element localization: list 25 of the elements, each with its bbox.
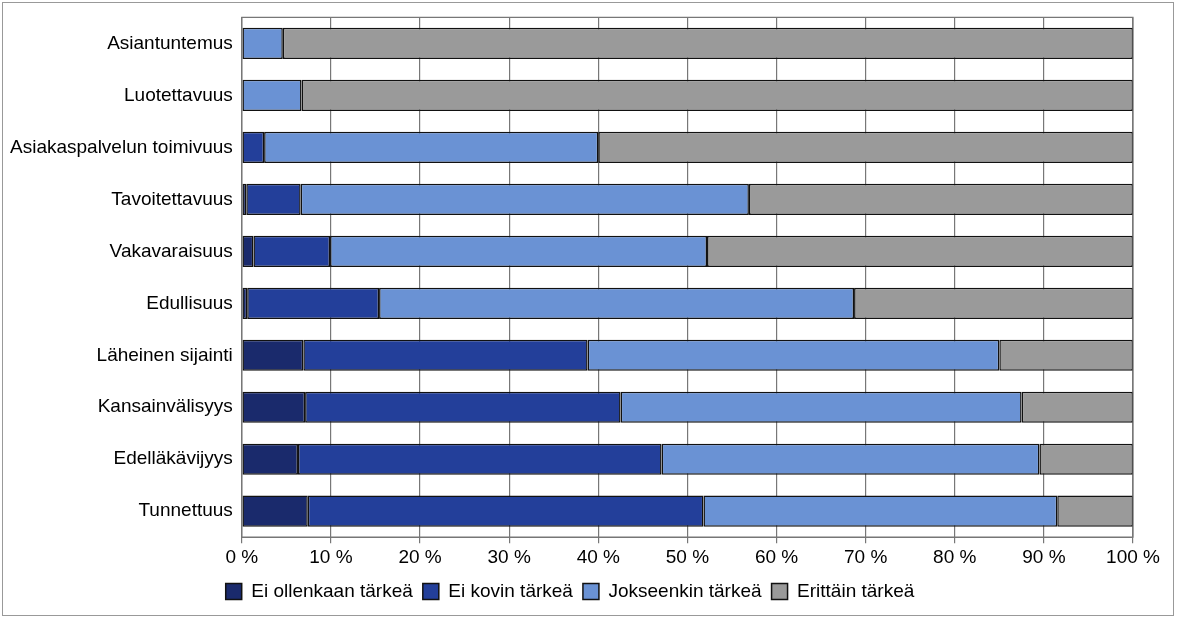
- x-tick-label: 10 %: [309, 545, 353, 567]
- y-tick-label: Asiantuntemus: [107, 31, 233, 53]
- y-tick-label: Läheinen sijainti: [96, 343, 233, 365]
- legend-label: Ei kovin tärkeä: [448, 579, 574, 601]
- x-tick-label: 30 %: [487, 545, 531, 567]
- x-tick-label: 60 %: [754, 545, 799, 567]
- y-tick-label: Edelläkävijyys: [113, 447, 233, 469]
- legend-label: Ei ollenkaan tärkeä: [251, 579, 414, 601]
- legend-label: Jokseenkin tärkeä: [608, 579, 762, 601]
- y-tick-label: Tavoitettavuus: [111, 187, 233, 209]
- y-tick-label: Asiakaspalvelun toimivuus: [9, 135, 233, 157]
- x-tick-label: 80 %: [933, 545, 977, 567]
- x-tick-label: 40 %: [576, 545, 621, 567]
- legend-label: Erittäin tärkeä: [797, 579, 915, 601]
- y-tick-label: Kansainvälisyys: [97, 395, 233, 417]
- x-tick-label: 90 %: [1022, 545, 1066, 567]
- x-tick-label: 70 %: [843, 545, 888, 567]
- x-tick-label: 100 %: [1106, 545, 1161, 567]
- x-tick-label: 20 %: [398, 545, 442, 567]
- y-tick-label: Edullisuus: [146, 291, 233, 313]
- y-tick-label: Vakavaraisuus: [109, 239, 233, 261]
- x-tick-label: 50 %: [665, 545, 710, 567]
- y-tick-label: Luotettavuus: [124, 83, 233, 105]
- y-tick-label: Tunnettuus: [138, 499, 233, 521]
- x-tick-label: 0 %: [225, 545, 259, 567]
